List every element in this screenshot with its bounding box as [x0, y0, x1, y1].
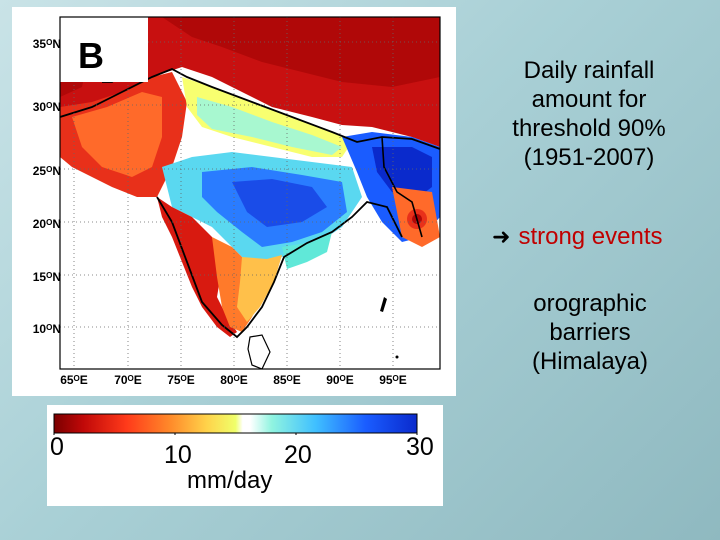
lat-label: 35ᴼN	[32, 37, 61, 51]
lon-label: 85ᴼE	[273, 373, 301, 387]
panel-letter: B	[78, 35, 104, 76]
strong-events-line: ➜ strong events	[492, 223, 663, 251]
rainfall-map-panel: B 35ᴼN 30ᴼN 25ᴼN 20ᴼN 15ᴼN 10ᴼN 65ᴼE 70ᴼ…	[12, 7, 456, 396]
orographic-text: orographic barriers (Himalaya)	[500, 289, 680, 376]
orographic-line: barriers	[549, 319, 631, 346]
colorbar-tick: 30	[406, 433, 434, 461]
lon-label: 95ᴼE	[379, 373, 407, 387]
lon-label: 70ᴼE	[114, 373, 142, 387]
lon-label: 90ᴼE	[326, 373, 354, 387]
lat-label: 15ᴼN	[32, 270, 61, 284]
arrow-right-icon: ➜	[492, 224, 511, 249]
lat-label: 25ᴼN	[32, 164, 61, 178]
lat-label: 10ᴼN	[32, 322, 61, 336]
colorbar-tick: 10	[164, 441, 192, 469]
colorbar-unit: mm/day	[187, 467, 273, 494]
colorbar	[53, 413, 418, 435]
lon-label: 80ᴼE	[220, 373, 248, 387]
lon-label: 65ᴼE	[60, 373, 88, 387]
lat-label: 30ᴼN	[32, 100, 61, 114]
colorbar-tick: 20	[284, 441, 312, 469]
rainfall-map	[59, 16, 441, 370]
description-line: (1951-2007)	[523, 144, 655, 171]
strong-events-text: strong events	[518, 223, 663, 250]
colorbar-panel: 0 10 20 30 mm/day	[47, 405, 443, 506]
description-line: threshold 90%	[512, 115, 666, 142]
colorbar-tick: 0	[50, 433, 64, 461]
lat-label: 20ᴼN	[32, 217, 61, 231]
description-line: Daily rainfall	[523, 57, 655, 84]
orographic-line: orographic	[533, 290, 647, 317]
description-text: Daily rainfall amount for threshold 90% …	[478, 56, 700, 172]
lon-label: 75ᴼE	[167, 373, 195, 387]
orographic-line: (Himalaya)	[531, 348, 648, 375]
description-line: amount for	[531, 86, 647, 113]
